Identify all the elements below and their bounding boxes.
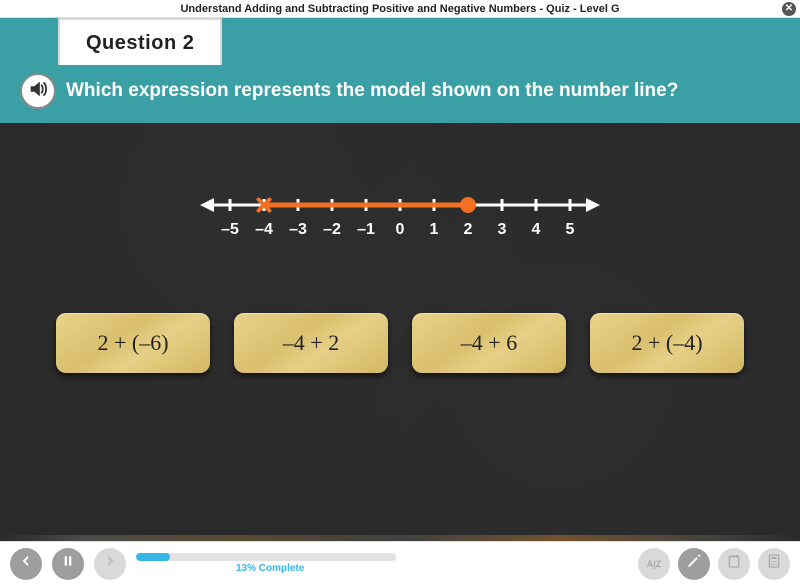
pencil-icon <box>686 553 702 574</box>
numberline-tick-label: 2 <box>453 221 483 239</box>
az-tool-button[interactable]: A|Z <box>638 548 670 580</box>
notepad-icon <box>726 553 742 574</box>
calculator-tool-button[interactable] <box>758 548 790 580</box>
progress-label: 13% Complete <box>236 563 304 574</box>
answer-choice-b[interactable]: –4 + 2 <box>234 313 388 373</box>
progress-area: 13% Complete <box>136 553 628 574</box>
arrow-right-icon <box>102 553 118 574</box>
window-titlebar: Understand Adding and Subtracting Positi… <box>0 0 800 18</box>
question-number-tab: Question 2 <box>58 18 222 65</box>
question-text: Which expression represents the model sh… <box>66 80 678 102</box>
numberline-tick-label: –5 <box>215 221 245 239</box>
arrow-left-icon <box>18 553 34 574</box>
calculator-icon <box>766 553 782 574</box>
answer-choice-d[interactable]: 2 + (–4) <box>590 313 744 373</box>
numberline-tick-label: –4 <box>249 221 279 239</box>
pause-button[interactable] <box>52 548 84 580</box>
az-icon: A|Z <box>647 559 662 569</box>
numberline-tick-label: 1 <box>419 221 449 239</box>
number-line-model: –5–4–3–2–1012345 <box>180 183 620 263</box>
back-button[interactable] <box>10 548 42 580</box>
pencil-tool-button[interactable] <box>678 548 710 580</box>
numberline-tick-label: –1 <box>351 221 381 239</box>
numberline-tick-label: –2 <box>317 221 347 239</box>
window-title: Understand Adding and Subtracting Positi… <box>180 3 619 15</box>
progress-fill <box>136 553 170 561</box>
numberline-tick-label: 4 <box>521 221 551 239</box>
chalk-tray <box>0 535 800 541</box>
close-icon[interactable]: ✕ <box>782 2 796 16</box>
chalkboard-area: –5–4–3–2–1012345 2 + (–6) –4 + 2 –4 + 6 … <box>0 123 800 541</box>
question-header: Question 2 Which expression represents t… <box>0 18 800 123</box>
footer-bar: 13% Complete A|Z <box>0 541 800 585</box>
notepad-tool-button[interactable] <box>718 548 750 580</box>
answer-choice-c[interactable]: –4 + 6 <box>412 313 566 373</box>
answer-choices: 2 + (–6) –4 + 2 –4 + 6 2 + (–4) <box>20 313 780 373</box>
numberline-tick-label: –3 <box>283 221 313 239</box>
speaker-icon <box>27 78 49 105</box>
pause-icon <box>60 553 76 574</box>
progress-bar <box>136 553 396 561</box>
numberline-tick-label: 0 <box>385 221 415 239</box>
audio-play-button[interactable] <box>20 73 56 109</box>
numberline-tick-label: 3 <box>487 221 517 239</box>
numberline-tick-label: 5 <box>555 221 585 239</box>
forward-button[interactable] <box>94 548 126 580</box>
answer-choice-a[interactable]: 2 + (–6) <box>56 313 210 373</box>
question-number-label: Question 2 <box>86 32 194 54</box>
